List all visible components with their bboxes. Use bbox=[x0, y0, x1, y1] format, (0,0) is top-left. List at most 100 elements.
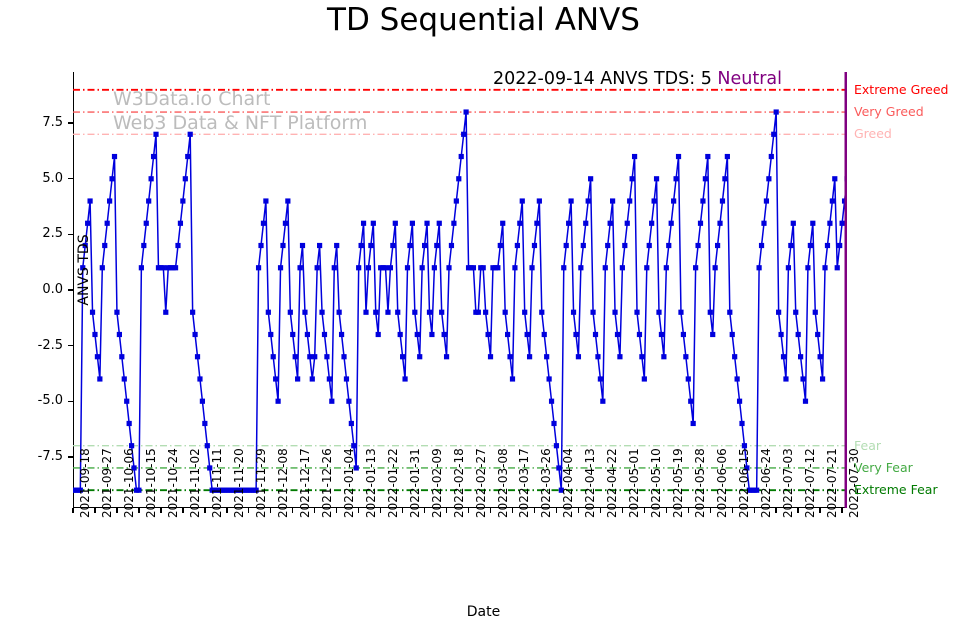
x-tick-label: 2022-05-10 bbox=[649, 448, 664, 518]
x-tick-label: 2022-07-21 bbox=[825, 448, 840, 518]
x-tick-mark bbox=[357, 508, 360, 513]
y-tick-label: -7.5 bbox=[37, 448, 63, 464]
x-tick-label: 2022-03-08 bbox=[495, 448, 510, 518]
zone-label-very-greed: Very Greed bbox=[854, 104, 924, 120]
x-tick-label: 2022-02-09 bbox=[429, 448, 444, 518]
x-tick-label: 2021-12-08 bbox=[275, 448, 290, 518]
x-tick-label: 2021-11-02 bbox=[187, 448, 202, 518]
y-tick-mark bbox=[68, 178, 73, 180]
page-title: TD Sequential ANVS bbox=[327, 2, 640, 38]
chart-svg bbox=[73, 72, 847, 508]
x-tick-label: 2021-09-18 bbox=[78, 448, 92, 518]
plot-area: ANVS TDS -7.5 -5.0 -2.5 0.0 2.5 5.0 7.5 2021-09… bbox=[38, 72, 861, 518]
x-tick-mark bbox=[841, 508, 843, 513]
x-tick-label: 2021-09-27 bbox=[99, 448, 114, 518]
x-tick-label: 2021-10-06 bbox=[121, 448, 136, 518]
x-tick-mark bbox=[489, 508, 492, 513]
y-tick-label: 7.5 bbox=[42, 115, 63, 131]
x-tick-mark bbox=[226, 508, 228, 513]
x-tick-mark bbox=[335, 508, 338, 513]
plot-frame bbox=[73, 72, 847, 508]
x-tick-mark bbox=[138, 508, 140, 513]
x-tick-label: 2022-01-22 bbox=[385, 448, 400, 518]
y-tick-mark bbox=[68, 122, 73, 124]
x-tick-mark bbox=[379, 508, 382, 513]
x-axis-title: Date bbox=[466, 604, 501, 620]
y-tick-mark bbox=[68, 344, 73, 347]
x-tick-label: 2021-11-20 bbox=[231, 448, 246, 518]
x-tick-mark bbox=[599, 508, 602, 513]
x-tick-label: 2022-07-12 bbox=[803, 448, 818, 518]
x-tick-mark bbox=[533, 508, 536, 513]
x-tick-mark bbox=[248, 508, 250, 513]
x-tick-mark bbox=[643, 508, 646, 513]
current-value-annotation: 2022-09-14 ANVS TDS: 5 Neutral bbox=[493, 69, 782, 89]
x-tick-mark bbox=[72, 508, 74, 513]
x-tick-mark bbox=[555, 508, 558, 513]
x-tick-mark bbox=[467, 508, 470, 513]
x-tick-mark bbox=[687, 508, 689, 513]
x-tick-mark bbox=[423, 508, 426, 513]
x-tick-mark bbox=[314, 508, 316, 513]
x-tick-mark bbox=[270, 508, 272, 513]
zone-label-very-fear: Very Fear bbox=[854, 459, 913, 475]
y-axis-title: ANVS TDS bbox=[76, 234, 92, 306]
x-tick-label: 2022-01-04 bbox=[341, 448, 356, 518]
x-tick-label: 2022-07-03 bbox=[781, 448, 796, 518]
x-tick-label: 2021-11-29 bbox=[253, 448, 268, 518]
x-tick-label: 2021-12-17 bbox=[297, 448, 312, 518]
x-tick-label: 2022-01-13 bbox=[363, 448, 378, 518]
y-tick-mark bbox=[68, 456, 73, 458]
y-tick-label: 2.5 bbox=[42, 226, 63, 242]
x-tick-mark bbox=[401, 508, 404, 513]
x-tick-mark bbox=[511, 508, 514, 513]
x-tick-label: 2021-12-26 bbox=[319, 448, 334, 518]
x-tick-mark bbox=[621, 508, 624, 513]
x-tick-mark bbox=[819, 508, 821, 513]
y-tick-label: 5.0 bbox=[42, 170, 63, 186]
x-tick-label: 2022-02-18 bbox=[451, 448, 466, 518]
x-tick-label: 2022-05-01 bbox=[627, 448, 642, 518]
x-tick-mark bbox=[116, 508, 118, 513]
y-tick-label: 0.0 bbox=[42, 282, 63, 297]
x-tick-mark bbox=[753, 508, 755, 513]
x-tick-label: 2022-03-17 bbox=[517, 448, 532, 518]
x-tick-label: 2022-05-19 bbox=[671, 448, 686, 518]
x-tick-mark bbox=[182, 508, 184, 513]
x-tick-label: 2022-06-24 bbox=[759, 448, 774, 518]
x-tick-label: 2022-04-13 bbox=[583, 448, 598, 518]
zone-label-greed: Greed bbox=[854, 126, 892, 142]
x-tick-mark bbox=[445, 508, 448, 513]
x-tick-label: 2022-04-22 bbox=[605, 448, 620, 518]
watermark-line-1: W3Data.io Chart bbox=[113, 88, 271, 110]
data-series-line bbox=[73, 111, 847, 491]
zone-label-extreme-fear: Extreme Fear bbox=[854, 482, 938, 498]
y-tick-label: -5.0 bbox=[37, 393, 63, 409]
x-tick-label: 2022-06-06 bbox=[715, 448, 730, 518]
x-tick-label: 2022-05-28 bbox=[693, 448, 708, 518]
x-tick-label: 2021-10-24 bbox=[165, 448, 180, 518]
x-tick-label: 2022-06-15 bbox=[737, 448, 752, 518]
x-tick-mark bbox=[204, 508, 206, 513]
y-tick-label: -2.5 bbox=[37, 337, 63, 353]
x-tick-mark bbox=[775, 508, 777, 513]
x-tick-mark bbox=[160, 508, 162, 513]
x-tick-label: 2021-10-15 bbox=[143, 448, 158, 518]
y-tick-mark bbox=[68, 289, 73, 291]
annotation-status-text: Neutral bbox=[717, 69, 782, 89]
x-tick-label: 2022-02-27 bbox=[473, 448, 488, 518]
x-tick-mark bbox=[665, 508, 667, 513]
annotation-main-text: 2022-09-14 ANVS TDS: 5 bbox=[493, 69, 718, 89]
x-tick-label: 2022-01-31 bbox=[407, 448, 422, 518]
x-tick-mark bbox=[709, 508, 711, 513]
y-tick-mark bbox=[68, 400, 73, 402]
y-tick-mark bbox=[68, 233, 73, 236]
watermark-line-2: Web3 Data & NFT Platform bbox=[113, 112, 368, 134]
x-tick-label: 2022-04-04 bbox=[561, 448, 576, 518]
x-tick-mark bbox=[797, 508, 799, 513]
x-tick-label: 2021-11-11 bbox=[209, 448, 224, 518]
x-tick-mark bbox=[292, 508, 294, 513]
zone-label-fear: Fear bbox=[854, 437, 881, 453]
x-tick-label: 2022-03-26 bbox=[539, 448, 554, 518]
zone-label-extreme-greed: Extreme Greed bbox=[854, 81, 949, 97]
